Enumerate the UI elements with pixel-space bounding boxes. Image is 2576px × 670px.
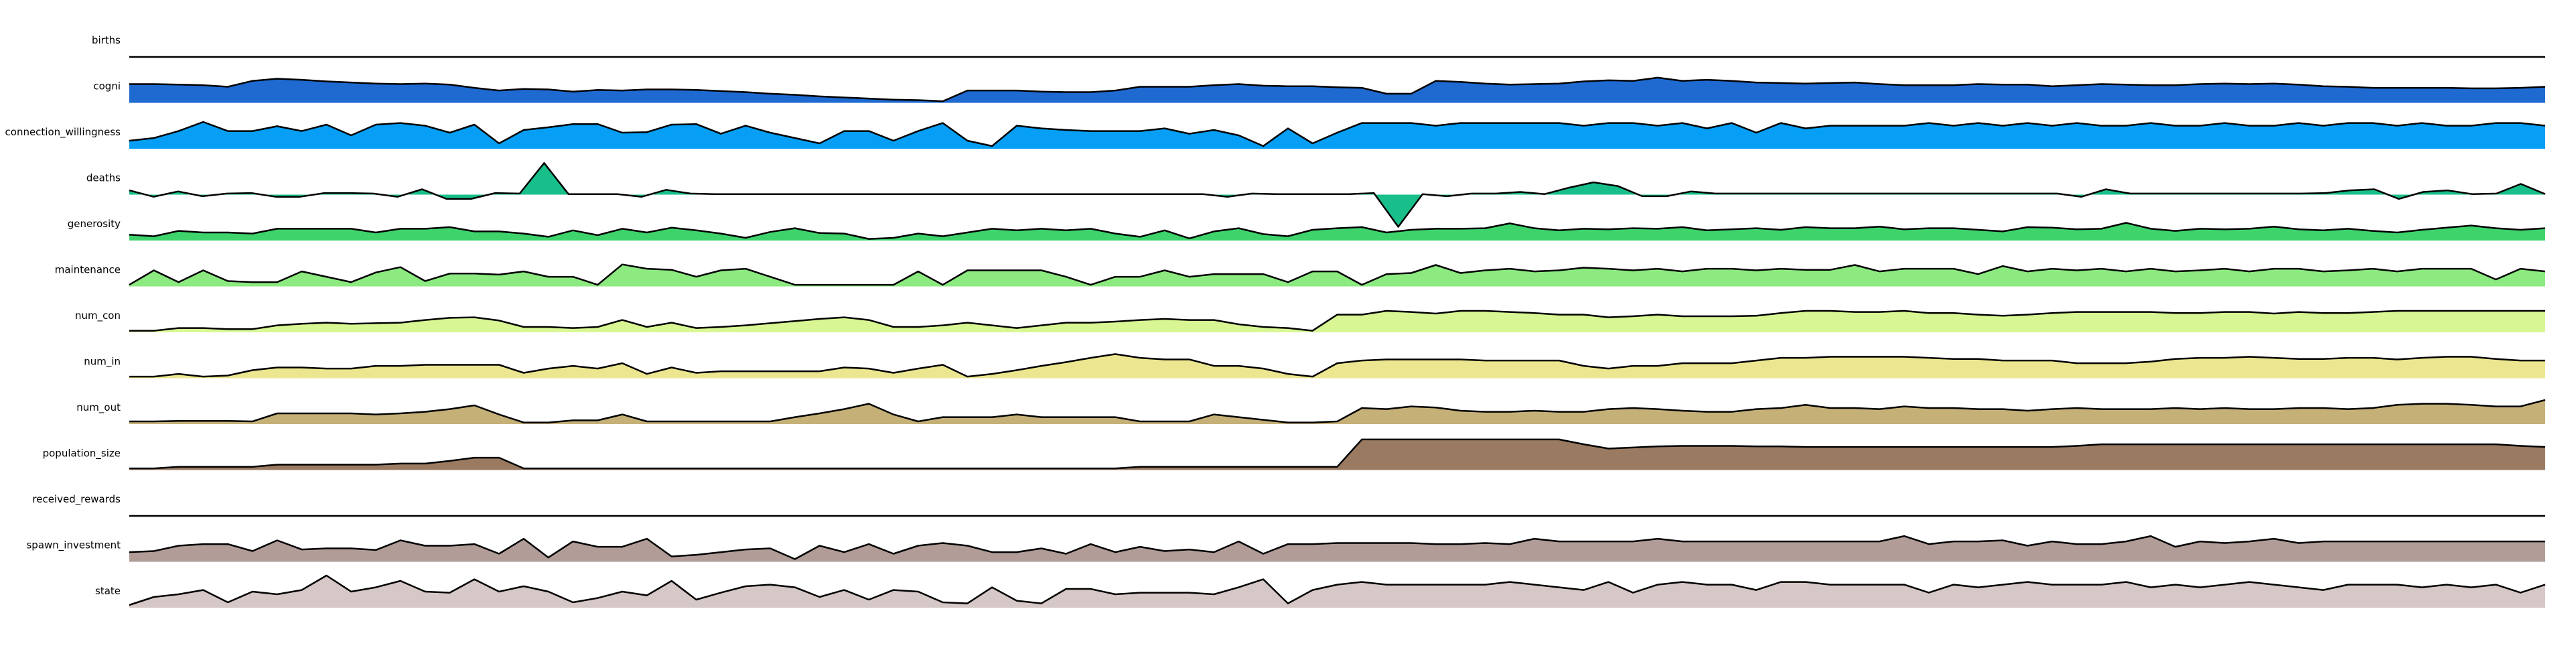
ridge-row-cogni: cogni: [93, 76, 2546, 103]
row-label-deaths: deaths: [86, 172, 121, 184]
row-label-spawn-investment: spawn_investment: [26, 539, 121, 552]
ridge-area-state: [129, 576, 2545, 608]
ridge-area-connection-willingness: [129, 122, 2545, 149]
ridge-row-received-rewards: received_rewards: [32, 493, 2545, 517]
row-label-state: state: [95, 585, 121, 597]
row-label-num-out: num_out: [76, 401, 121, 414]
ridge-line-generosity: [129, 222, 2546, 240]
ridge-row-connection-willingness: connection_willingness: [5, 121, 2546, 149]
row-label-maintenance: maintenance: [55, 264, 121, 276]
ridge-row-num-in: num_in: [84, 353, 2545, 379]
ridge-area-num-out: [129, 400, 2545, 424]
row-label-received-rewards: received_rewards: [32, 493, 121, 506]
ridge-line-cogni: [129, 76, 2546, 103]
row-label-connection-willingness: connection_willingness: [5, 126, 121, 139]
ridge-row-maintenance: maintenance: [55, 263, 2546, 287]
ridge-area-num-in: [129, 354, 2545, 379]
ridge-line-num-con: [129, 310, 2545, 332]
row-label-generosity: generosity: [68, 218, 121, 230]
ridge-area-cogni: [129, 77, 2545, 103]
ridge-row-state: state: [95, 574, 2546, 608]
ridge-area-spawn-investment: [129, 536, 2545, 562]
ridge-row-spawn-investment: spawn_investment: [26, 535, 2545, 562]
ridge-row-num-out: num_out: [76, 399, 2546, 424]
ridge-line-state: [129, 574, 2546, 606]
ridge-line-num-out: [129, 399, 2546, 423]
ridge-line-num-in: [129, 353, 2545, 378]
row-label-num-con: num_con: [75, 310, 121, 322]
ridge-line-spawn-investment: [129, 535, 2545, 560]
ridge-line-deaths: [129, 162, 2546, 228]
row-label-num-in: num_in: [84, 356, 121, 368]
ridge-row-births: births: [92, 34, 2545, 58]
ridge-row-generosity: generosity: [68, 218, 2546, 241]
ridge-area-maintenance: [129, 264, 2545, 287]
row-label-cogni: cogni: [93, 80, 121, 92]
row-label-population-size: population_size: [43, 448, 121, 460]
row-label-births: births: [92, 34, 121, 46]
ridge-line-connection-willingness: [129, 121, 2546, 147]
ridge-row-population-size: population_size: [43, 438, 2546, 470]
ridge-line-maintenance: [129, 263, 2546, 286]
ridge-row-deaths: deaths: [86, 162, 2546, 228]
ridge-line-population-size: [129, 438, 2546, 470]
ridge-row-num-con: num_con: [75, 310, 2545, 332]
